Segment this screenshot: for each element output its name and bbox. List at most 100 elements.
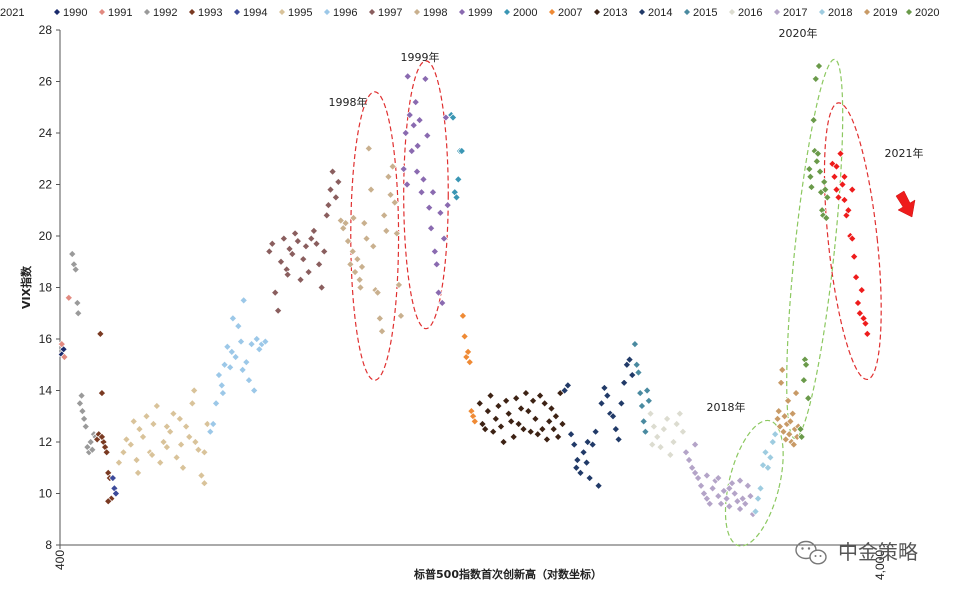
point-1992: [68, 249, 77, 259]
legend-item-1996: 1996: [323, 7, 357, 19]
point-2013: [483, 407, 492, 416]
point-1995: [138, 432, 148, 441]
point-2020: [820, 177, 829, 187]
point-2017: [735, 476, 745, 485]
series-2016: [646, 409, 688, 459]
series-1995: [114, 386, 212, 488]
series-1992: [68, 249, 100, 457]
series-2017: [681, 440, 758, 519]
point-1999: [407, 146, 416, 156]
legend-label-2014: 2014: [648, 7, 672, 19]
point-2019: [785, 430, 794, 439]
point-2021: [857, 285, 866, 295]
point-2018: [771, 430, 780, 439]
legend-label-2007: 2007: [558, 7, 582, 19]
point-2014: [585, 473, 594, 483]
highlight-ellipses: [350, 58, 882, 547]
point-2013: [538, 425, 547, 434]
point-1998: [369, 242, 378, 251]
point-2016: [649, 422, 659, 431]
annotation-label: 1998年: [329, 95, 368, 109]
point-2020: [812, 157, 821, 166]
point-2020: [799, 376, 808, 385]
point-2020: [801, 360, 811, 369]
point-2013: [496, 422, 506, 431]
point-2014: [563, 381, 572, 390]
point-2021: [828, 159, 837, 168]
point-2021: [848, 185, 857, 194]
series-1996: [206, 296, 270, 436]
point-2000: [448, 113, 458, 122]
point-2019: [788, 409, 797, 418]
point-2013: [509, 432, 518, 441]
data-points: [57, 61, 872, 519]
point-2017: [741, 499, 750, 508]
point-2014: [566, 430, 576, 439]
legend-label-1995: 1995: [288, 7, 312, 19]
point-2019: [773, 414, 782, 423]
point-2017: [705, 499, 714, 508]
point-1999: [402, 180, 412, 189]
point-1997: [283, 270, 292, 279]
point-2018: [761, 448, 770, 457]
legend-item-2015: 2015: [683, 7, 717, 19]
point-1999: [411, 98, 420, 107]
axes: 8 10 12 14 16 18 20 22 24 26 28 400 4,000 VIX指数标普500指…: [19, 23, 887, 581]
legend-marker-1999: [458, 8, 466, 16]
point-2013: [489, 427, 498, 436]
series-2014: [560, 355, 637, 490]
point-1998: [386, 190, 395, 199]
point-2014: [603, 391, 612, 400]
point-1998: [384, 172, 393, 181]
point-2021: [834, 193, 843, 202]
point-1996: [250, 386, 259, 395]
point-1995: [166, 427, 175, 436]
point-2013: [494, 401, 503, 411]
y-axis-title: VIX指数: [19, 265, 33, 309]
point-2017: [681, 448, 691, 457]
point-2014: [608, 412, 618, 421]
point-1998: [377, 327, 387, 336]
point-2013: [542, 435, 552, 444]
point-1999: [423, 131, 432, 140]
watermark-text: 中金策略: [838, 540, 918, 564]
point-1995: [129, 417, 138, 426]
point-1992: [86, 437, 95, 447]
point-1998: [382, 226, 391, 235]
point-2015: [637, 401, 647, 411]
point-1997: [307, 234, 316, 243]
point-2021: [853, 298, 863, 308]
point-1996: [220, 360, 229, 369]
point-1998: [348, 247, 357, 256]
point-2021: [861, 319, 870, 328]
point-1998: [362, 234, 371, 243]
legend-label-2021: 2021: [0, 7, 24, 19]
point-2013: [514, 419, 523, 429]
point-2014: [572, 463, 581, 472]
y-tick-label: 26: [39, 75, 53, 89]
point-1998: [390, 198, 399, 207]
point-2021: [838, 180, 847, 189]
point-2017: [699, 489, 709, 498]
point-2016: [678, 427, 688, 436]
point-2017: [716, 499, 726, 508]
ellipse-1999: [403, 60, 449, 330]
point-2020: [815, 167, 825, 176]
point-2019: [775, 422, 785, 431]
point-2020: [821, 185, 830, 194]
point-2019: [783, 396, 793, 405]
point-2018: [766, 453, 775, 462]
legend-label-1991: 1991: [108, 7, 132, 19]
point-1997: [265, 247, 274, 256]
point-2017: [727, 479, 737, 488]
point-2021: [832, 185, 841, 194]
point-1995: [126, 440, 135, 449]
point-2014: [591, 427, 600, 436]
point-1993: [104, 497, 113, 506]
point-1998: [394, 280, 404, 290]
point-2015: [632, 360, 641, 369]
legend-marker-1997: [368, 8, 376, 16]
point-1996: [239, 296, 248, 305]
legend-marker-1990: [53, 8, 61, 16]
series-2015: [630, 340, 653, 436]
